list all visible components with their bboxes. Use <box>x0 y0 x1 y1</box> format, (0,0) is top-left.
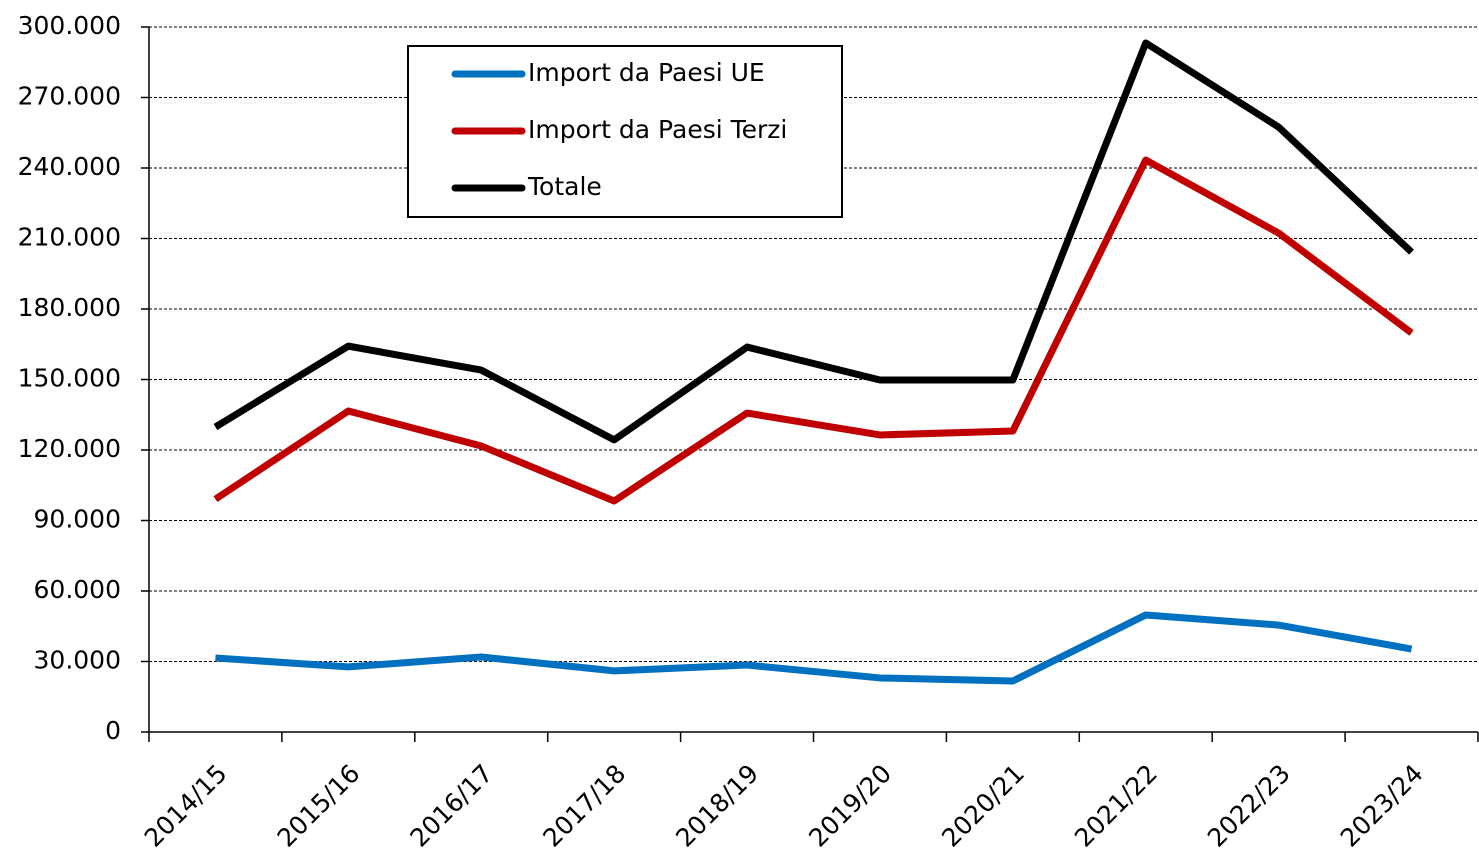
legend-label: Import da Paesi Terzi <box>528 115 787 144</box>
legend-label: Import da Paesi UE <box>528 58 765 87</box>
y-tick-label: 120.000 <box>18 434 121 463</box>
series-line <box>213 39 1414 444</box>
x-tick-label: 2022/23 <box>1202 759 1296 853</box>
x-tick-label: 2021/22 <box>1069 759 1163 853</box>
y-tick-label: 0 <box>105 716 121 745</box>
x-tick-label: 2015/16 <box>272 759 366 853</box>
y-tick-label: 60.000 <box>34 575 121 604</box>
y-tick-label: 240.000 <box>18 152 121 181</box>
y-tick-label: 270.000 <box>18 82 121 111</box>
y-tick-label: 150.000 <box>18 364 121 393</box>
x-tick-label: 2018/19 <box>670 759 764 853</box>
series-line <box>215 611 1413 685</box>
x-tick-label: 2016/17 <box>404 759 498 853</box>
x-tick-label: 2023/24 <box>1335 759 1429 853</box>
y-tick-label: 300.000 <box>18 11 121 40</box>
x-tick-label: 2017/18 <box>537 759 631 853</box>
y-tick-label: 210.000 <box>18 223 121 252</box>
y-tick-label: 180.000 <box>18 293 121 322</box>
y-tick-label: 90.000 <box>34 505 121 534</box>
legend-label: Totale <box>527 172 602 201</box>
series-line <box>213 156 1414 505</box>
x-tick-label: 2020/21 <box>936 759 1030 853</box>
y-tick-label: 30.000 <box>34 646 121 675</box>
x-tick-label: 2019/20 <box>803 759 897 853</box>
x-tick-label: 2014/15 <box>139 759 233 853</box>
